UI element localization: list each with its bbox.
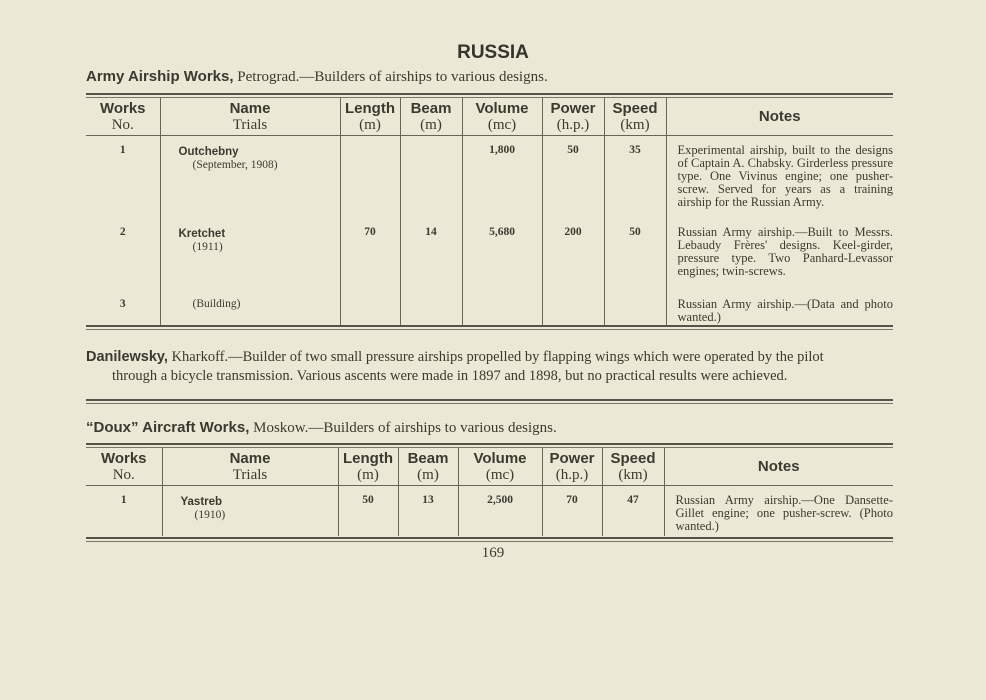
name-cell: Kretchet (1911): [159, 217, 340, 290]
power-cell: 200: [541, 217, 604, 290]
col-speed: Speed (km): [601, 448, 664, 486]
col-works: Works No.: [86, 98, 160, 136]
col-speed: Speed (km): [603, 98, 666, 136]
notes-cell: Russian Army airship.—Built to Messrs. L…: [665, 217, 893, 290]
col-notes: Notes: [665, 98, 893, 136]
col-beam: Beam (m): [397, 448, 458, 486]
works-no-cell: 2: [119, 225, 126, 238]
col-volume: Volume (mc): [461, 98, 542, 136]
works-no-cell: 1: [119, 144, 126, 156]
table-row: 1 Outchebny (September, 1908) 1,800 50 35 Expe…: [86, 135, 893, 218]
notes-cell: Russian Army airship.—One Dansette-Gille…: [663, 485, 893, 536]
power-cell: 70: [541, 485, 602, 536]
divider: [86, 325, 893, 330]
beam-cell: [399, 289, 462, 326]
section-heading-army-airship-works: Army Airship Works, Petrograd.—Builders …: [86, 68, 548, 85]
table-row: 2 Kretchet (1911) 70 14 5,680 200 50 Russian Arm…: [86, 217, 893, 290]
beam-cell: 13: [397, 485, 458, 536]
col-length: Length (m): [339, 98, 400, 136]
col-beam: Beam (m): [399, 98, 462, 136]
beam-cell: 14: [399, 217, 462, 290]
table-row: 3 (Building) Russian Army airship.—(Data a…: [86, 289, 893, 326]
col-power: Power (h.p.): [541, 98, 604, 136]
table-header: Works No. Name Trials Length (m) Beam (m) Vo…: [86, 448, 893, 486]
section-heading-doux-aircraft-works: “Doux” Aircraft Works, Moskow.—Builders …: [86, 419, 557, 436]
table-doux-aircraft-works: Works No. Name Trials Length (m) Beam (m) Vo…: [86, 448, 893, 536]
divider: [86, 399, 893, 404]
length-cell: [339, 135, 400, 218]
length-cell: [339, 289, 400, 326]
works-no-cell: 1: [120, 494, 127, 506]
col-power: Power (h.p.): [541, 448, 602, 486]
divider: [86, 537, 893, 542]
col-name: Name Trials: [159, 98, 340, 136]
divider: [86, 443, 893, 448]
length-cell: 70: [339, 217, 400, 290]
name-cell: Yastreb (1910): [161, 485, 338, 536]
col-name: Name Trials: [161, 448, 338, 486]
page-title: RUSSIA: [457, 42, 529, 63]
works-no-cell: 3: [119, 297, 126, 310]
notes-cell: Experimental airship, built to the desig…: [665, 135, 893, 218]
table-army-airship-works: Works No. Name Trials Length (m) Beam (m) Vo…: [86, 98, 893, 326]
power-cell: 50: [541, 135, 604, 218]
volume-cell: 2,500: [457, 485, 542, 536]
section-danilewsky: Danilewsky, Kharkoff.—Builder of two sma…: [86, 349, 824, 384]
beam-cell: [399, 135, 462, 218]
speed-cell: [603, 289, 666, 326]
speed-cell: 35: [603, 135, 666, 218]
table-row: 1 Yastreb (1910) 50 13 2,500 70 47 Russian Army …: [86, 485, 893, 536]
volume-cell: 5,680: [461, 217, 542, 290]
table-header: Works No. Name Trials Length (m) Beam (m) Vo…: [86, 98, 893, 136]
col-works: Works No.: [86, 448, 162, 486]
notes-cell: Russian Army airship.—(Data and photo wa…: [665, 289, 893, 326]
power-cell: [541, 289, 604, 326]
speed-cell: 47: [601, 485, 664, 536]
col-length: Length (m): [337, 448, 398, 486]
col-notes: Notes: [663, 448, 893, 486]
volume-cell: 1,800: [461, 135, 542, 218]
volume-cell: [461, 289, 542, 326]
speed-cell: 50: [603, 217, 666, 290]
divider: [86, 93, 893, 98]
name-cell: Outchebny (September, 1908): [159, 135, 340, 218]
length-cell: 50: [337, 485, 398, 536]
col-volume: Volume (mc): [457, 448, 542, 486]
page-number: 169: [481, 545, 505, 561]
name-cell: (Building): [159, 289, 340, 326]
